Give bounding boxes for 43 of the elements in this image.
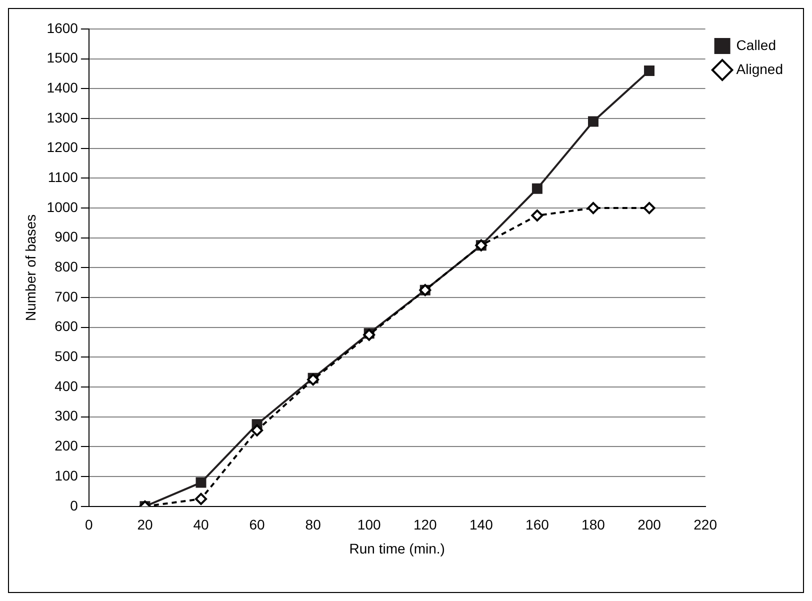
x-tick-label: 0 xyxy=(85,516,94,533)
y-tick-label: 100 xyxy=(54,467,78,484)
x-tick-label: 100 xyxy=(357,516,381,533)
y-tick-label: 1100 xyxy=(48,169,78,186)
y-axis-title: Number of bases xyxy=(22,214,38,322)
y-tick-label: 300 xyxy=(54,408,78,424)
x-tick-label: 220 xyxy=(694,516,718,533)
point xyxy=(532,183,542,194)
point xyxy=(644,66,655,76)
point xyxy=(531,209,544,222)
point xyxy=(588,116,598,127)
x-tick-label: 160 xyxy=(526,516,550,533)
point xyxy=(195,492,208,505)
y-tick-label: 600 xyxy=(54,318,78,334)
x-tick-label: 20 xyxy=(137,516,153,533)
y-tick-label: 0 xyxy=(70,497,78,514)
y-tick-label: 1600 xyxy=(46,20,78,36)
x-tick-label: 200 xyxy=(638,516,662,533)
point xyxy=(587,202,600,214)
x-tick-label: 180 xyxy=(582,516,606,533)
y-tick-label: 1300 xyxy=(46,109,78,126)
x-axis-title: Run time (min.) xyxy=(349,540,445,556)
point xyxy=(643,202,656,214)
y-tick-label: 1000 xyxy=(46,198,78,215)
y-tick-label: 1400 xyxy=(46,80,78,96)
y-tick-label: 900 xyxy=(54,228,78,245)
y-tick-label: 500 xyxy=(54,348,78,364)
x-tick-label: 80 xyxy=(305,516,322,533)
legend-label: Called xyxy=(736,36,776,53)
y-tick-label: 800 xyxy=(54,258,78,275)
x-tick-label: 140 xyxy=(469,516,494,533)
point xyxy=(307,374,320,386)
point xyxy=(251,424,264,436)
legend-label: Aligned xyxy=(736,60,783,77)
x-tick-label: 60 xyxy=(249,516,266,533)
y-tick-label: 1200 xyxy=(46,139,78,156)
y-tick-label: 700 xyxy=(54,288,78,304)
x-tick-label: 120 xyxy=(413,516,438,533)
x-tick-label: 40 xyxy=(193,516,210,533)
point xyxy=(196,477,206,488)
y-tick-label: 200 xyxy=(54,438,78,454)
y-tick-label: 1500 xyxy=(46,50,78,66)
y-tick-label: 400 xyxy=(54,378,78,394)
